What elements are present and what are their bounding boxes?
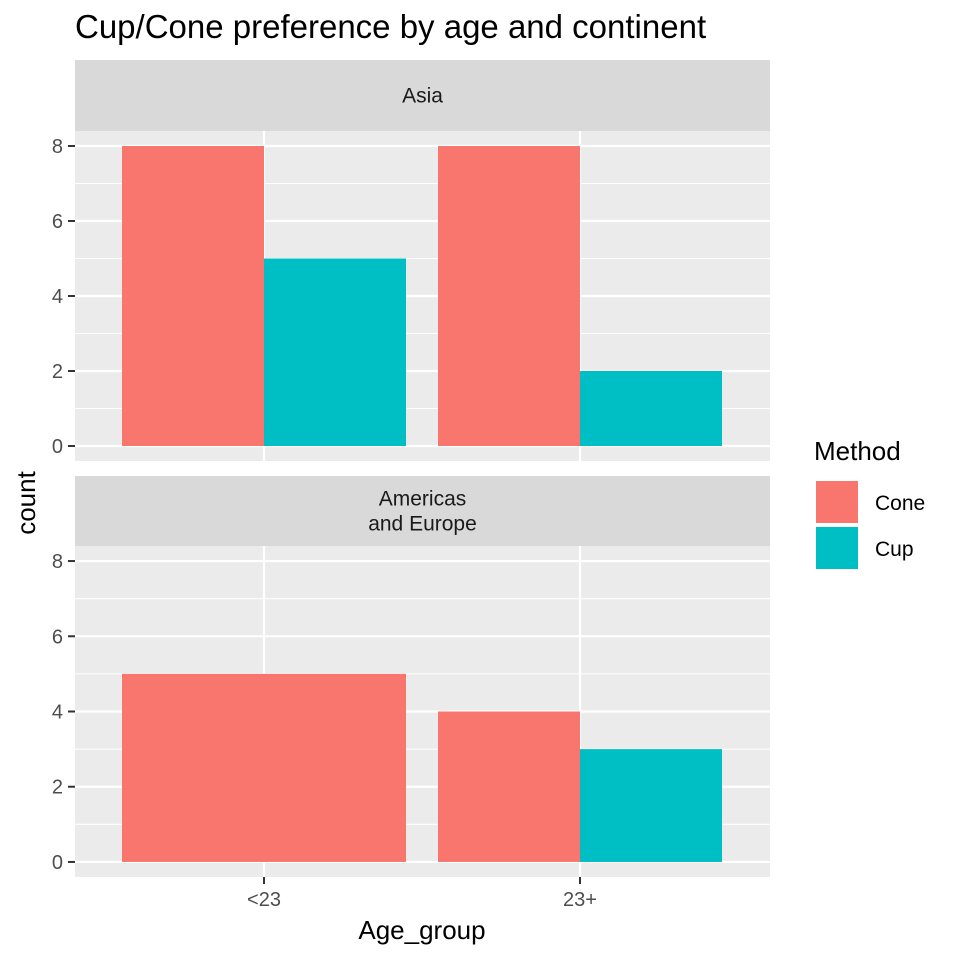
x-tick-label: 23+ xyxy=(563,889,597,911)
facet-panel-1: Asia 0 2 4 6 8 xyxy=(52,60,770,461)
legend-key-cone xyxy=(816,481,858,523)
y-tick-label: 2 xyxy=(52,777,63,799)
y-tick-label: 4 xyxy=(52,286,63,308)
bar-cup-2 xyxy=(580,749,722,862)
chart-title: Cup/Cone preference by age and continent xyxy=(75,8,706,45)
legend-title: Method xyxy=(814,436,901,466)
x-tick-label: <23 xyxy=(247,889,281,911)
y-tick-label: 0 xyxy=(52,852,63,874)
bar-cup-1 xyxy=(264,258,406,446)
bar-cup-2 xyxy=(580,371,722,446)
y-tick-label: 6 xyxy=(52,211,63,233)
legend: Method Cone Cup xyxy=(814,436,925,569)
facet-strip-label: and Europe xyxy=(368,513,477,536)
y-tick-label: 4 xyxy=(52,702,63,724)
facet-strip xyxy=(75,476,770,546)
bar-cone-2 xyxy=(438,711,580,862)
y-tick-label: 2 xyxy=(52,361,63,383)
legend-label-cup: Cup xyxy=(875,538,914,561)
y-tick-label: 6 xyxy=(52,626,63,648)
y-tick-label: 8 xyxy=(52,551,63,573)
bar-cone-2 xyxy=(438,146,580,446)
y-tick-label: 0 xyxy=(52,436,63,458)
y-axis-title: count xyxy=(11,470,41,534)
y-tick-label: 8 xyxy=(52,136,63,158)
bar-cone-1 xyxy=(122,673,406,862)
facet-strip-label: Asia xyxy=(402,85,443,108)
legend-label-cone: Cone xyxy=(875,492,925,515)
x-axis: <23 23+ xyxy=(247,877,597,911)
facet-strip xyxy=(75,60,770,131)
bar-cone-1 xyxy=(122,146,264,446)
facet-strip-label: Americas xyxy=(379,488,467,511)
legend-key-cup xyxy=(816,527,858,569)
x-axis-title: Age_group xyxy=(358,915,485,945)
